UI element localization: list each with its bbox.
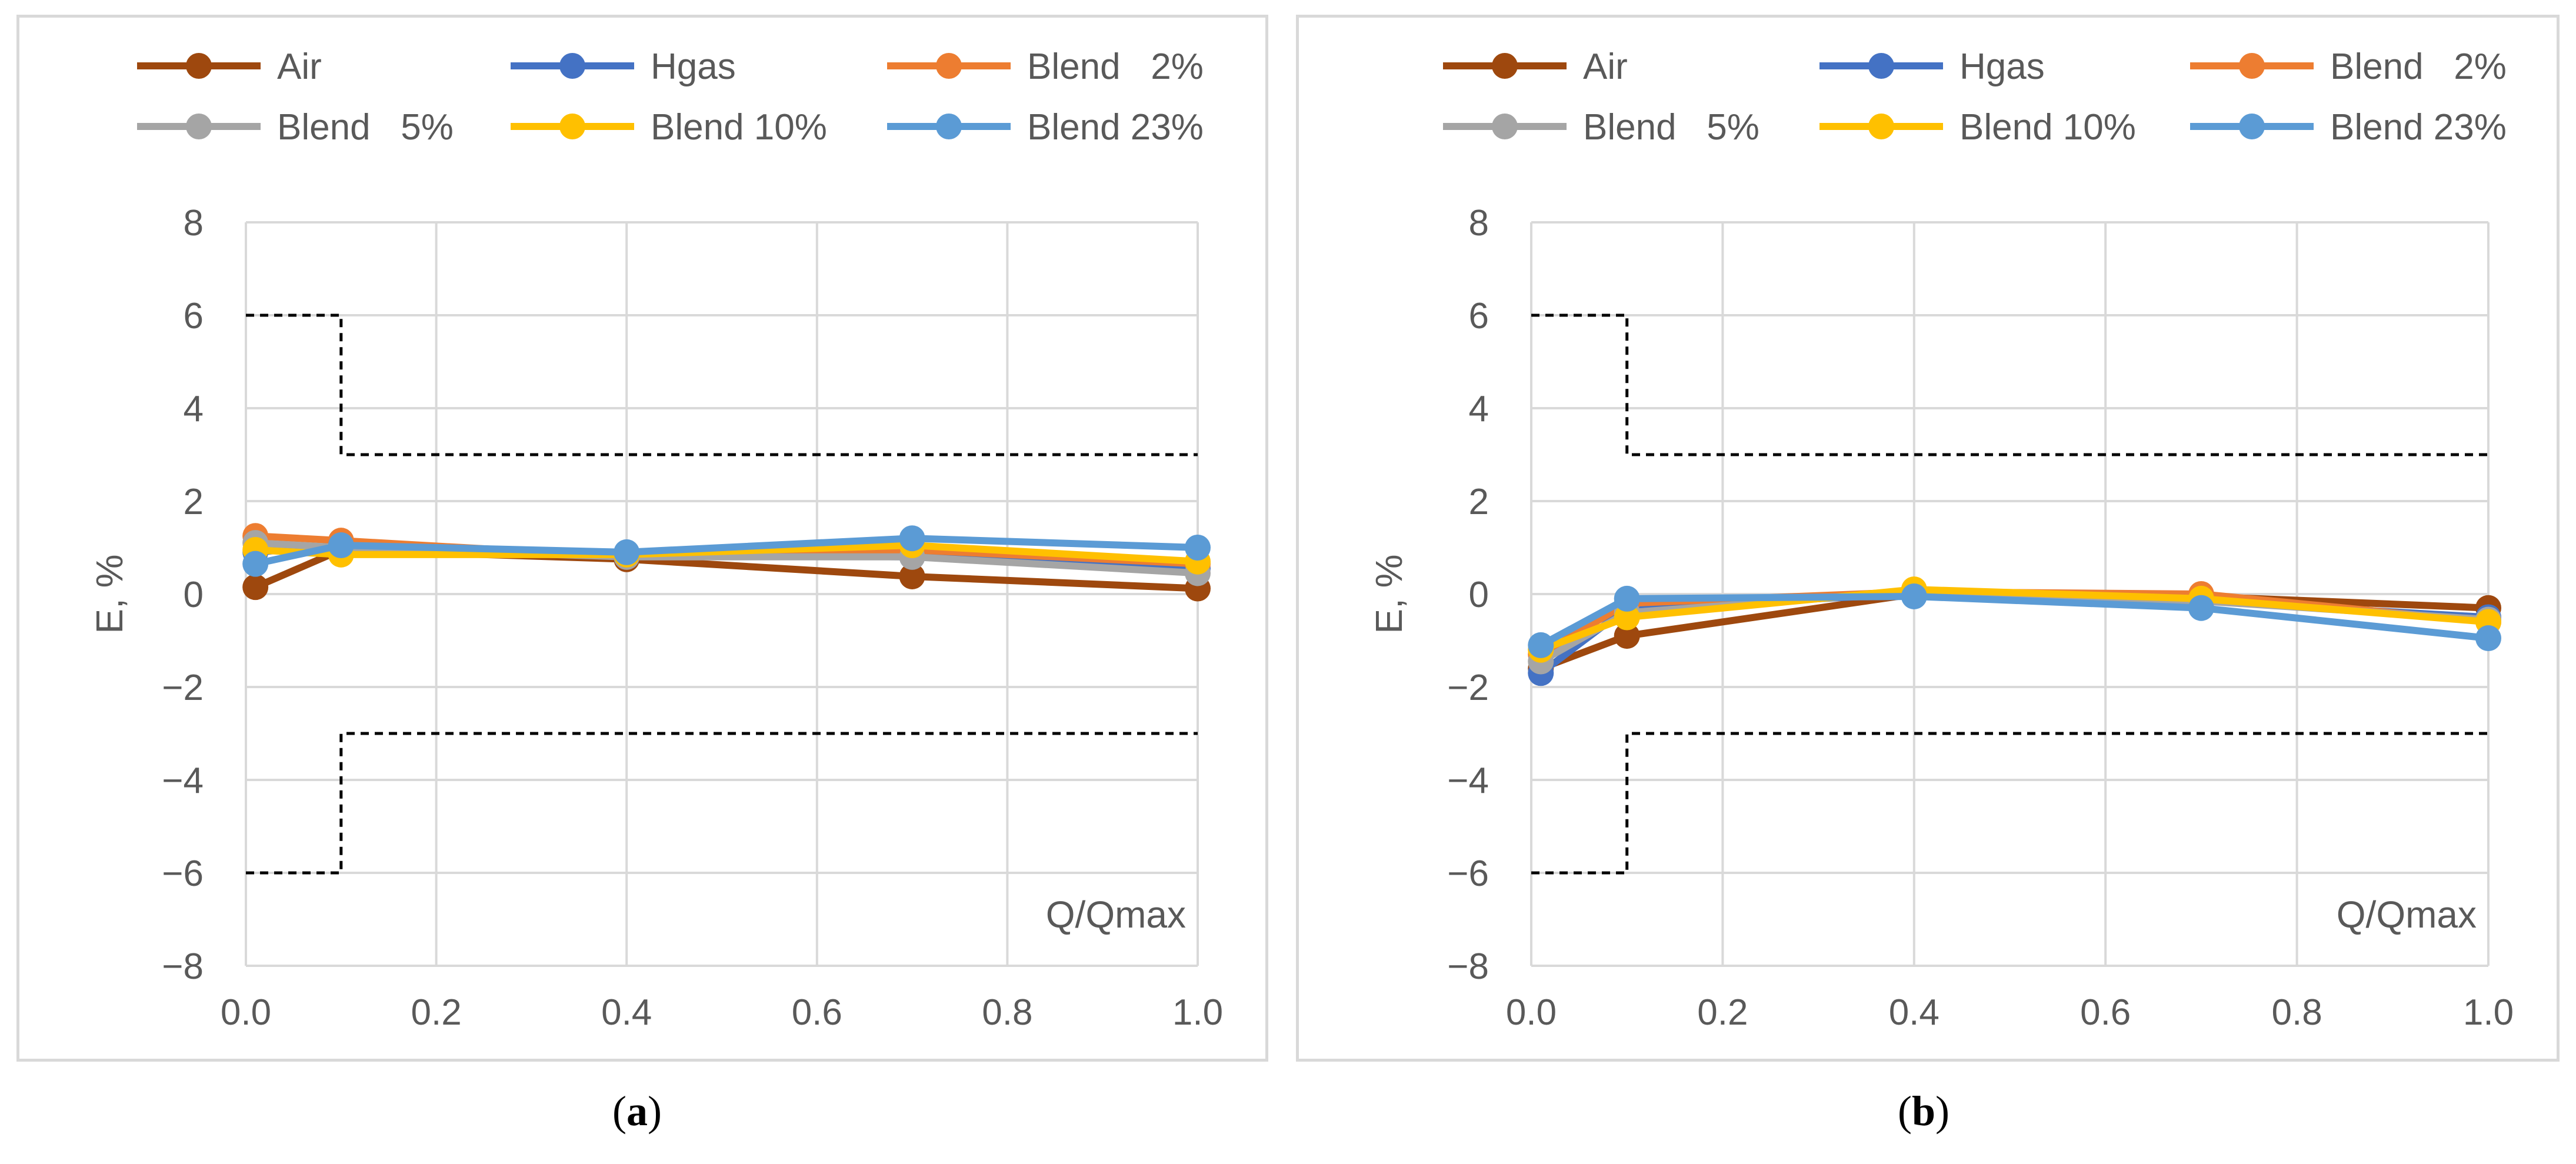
chart-b-xtick-label: 0.8 <box>2271 992 2322 1033</box>
chart-a-ytick-label: 2 <box>184 482 204 522</box>
chart-a-ytick-label: −2 <box>162 668 204 708</box>
chart-a-data-point <box>899 525 925 552</box>
chart-b-legend-label: Blend 10% <box>1960 107 2136 148</box>
chart-a-xtick-label: 1.0 <box>1172 992 1223 1033</box>
chart-b-xtick-label: 0.6 <box>2080 992 2131 1033</box>
chart-b-xtick-label: 0.0 <box>1506 992 1557 1033</box>
chart-a-legend-item: Air <box>137 46 322 87</box>
chart-a-legend-marker <box>186 114 212 139</box>
chart-b-data-point <box>1901 583 1927 609</box>
chart-b-legend-marker <box>1492 53 1518 79</box>
chart-b-legend-marker <box>2239 114 2265 139</box>
chart-b-legend-label: Blend 2% <box>2330 46 2507 87</box>
chart-b-legend-item: Hgas <box>1819 46 2045 87</box>
chart-b-ytick-label: 8 <box>1469 203 1489 244</box>
chart-a-legend-label: Blend 10% <box>651 107 827 148</box>
chart-b-ytick-label: 2 <box>1469 482 1489 522</box>
chart-a-data-point <box>1185 535 1211 561</box>
chart-a-legend-marker <box>186 53 212 79</box>
chart-b-ytick-label: −8 <box>1447 946 1489 987</box>
chart-a-series-5 <box>242 525 1211 577</box>
chart-b-legend-label: Blend 23% <box>2330 107 2507 148</box>
chart-a-legend-marker <box>936 53 962 79</box>
chart-a-legend-item: Hgas <box>511 46 736 87</box>
chart-panel-a: 0.0 0.2 0.4 0.6 0.8 1.0 8 6 4 2 0 −2 −4 −6 −8 E, % Q/Qma… <box>16 15 1268 1062</box>
chart-a-xtick-label: 0.0 <box>221 992 271 1033</box>
chart-a-ytick-label: 8 <box>184 203 204 244</box>
chart-b-data-point <box>2475 625 2501 652</box>
chart-b-ytick-label: 6 <box>1469 296 1489 336</box>
chart-b-data-point <box>1614 604 1640 631</box>
chart-a-ytick-label: 0 <box>184 575 204 615</box>
chart-a-legend-marker <box>559 53 585 79</box>
chart-a-legend-item: Blend 23% <box>887 107 1204 148</box>
chart-b-series-5 <box>1528 583 2501 658</box>
chart-a-legend-marker <box>559 114 585 139</box>
chart-b-legend-item: Blend 23% <box>2190 107 2507 148</box>
chart-a-ytick-label: −6 <box>162 853 204 894</box>
chart-b-legend-marker <box>1868 53 1894 79</box>
chart-a-xtick-label: 0.2 <box>411 992 461 1033</box>
chart-a-ytick-label: −8 <box>162 946 204 987</box>
chart-b-legend-marker <box>1868 114 1894 139</box>
chart-b-legend-label: Hgas <box>1960 46 2045 87</box>
chart-b-data-point <box>1614 623 1640 649</box>
chart-a-xlabel: Q/Qmax <box>1046 893 1186 936</box>
chart-b-legend-label: Blend 5% <box>1583 107 1759 148</box>
chart-a-legend-label: Hgas <box>651 46 736 87</box>
chart-b-legend-item: Blend 5% <box>1443 107 1759 148</box>
chart-b-data-point <box>2188 595 2214 621</box>
chart-a-limit-upper <box>246 313 1198 456</box>
chart-b-ytick-label: 0 <box>1469 575 1489 615</box>
chart-a-ytick-label: −4 <box>162 761 204 801</box>
caption-a: (a) <box>612 1088 662 1135</box>
chart-a-xtick-label: 0.8 <box>982 992 1032 1033</box>
chart-a-xtick-label: 0.6 <box>792 992 842 1033</box>
chart-a-gridlines <box>245 221 1199 967</box>
chart-b-ylabel: E, % <box>1368 554 1410 633</box>
chart-a-data-point <box>899 563 925 589</box>
chart-a-ylabel: E, % <box>88 554 131 633</box>
chart-b-xtick-label: 1.0 <box>2463 992 2514 1033</box>
chart-b-series-4 <box>1528 576 2501 663</box>
chart-b-limit-lower <box>1531 732 2488 875</box>
chart-b-legend-item: Air <box>1443 46 1628 87</box>
chart-a-legend-label: Blend 2% <box>1027 46 1204 87</box>
chart-a-data-point <box>614 539 640 565</box>
chart-b-ytick-label: −6 <box>1447 853 1489 894</box>
caption-b: (b) <box>1897 1088 1950 1135</box>
chart-b-svg: 0.0 0.2 0.4 0.6 0.8 1.0 8 6 4 2 0 −2 −4 −6 −8 E, % Q/Qma… <box>1368 46 2514 1033</box>
chart-a-legend-item: Blend 5% <box>137 107 454 148</box>
chart-a-ytick-label: 4 <box>184 389 204 429</box>
chart-b-legend-item: Blend 2% <box>2190 46 2507 87</box>
chart-a-legend-item: Blend 10% <box>511 107 827 148</box>
chart-a-legend-marker <box>936 114 962 139</box>
chart-a-legend-item: Blend 2% <box>887 46 1204 87</box>
chart-a-data-point <box>242 551 269 577</box>
chart-b-ytick-label: −4 <box>1447 761 1489 801</box>
chart-b-xtick-label: 0.2 <box>1697 992 1748 1033</box>
chart-a-legend-label: Air <box>277 46 322 87</box>
chart-a-svg: 0.0 0.2 0.4 0.6 0.8 1.0 8 6 4 2 0 −2 −4 −6 −8 E, % Q/Qma… <box>88 46 1223 1033</box>
chart-b-legend-label: Air <box>1583 46 1628 87</box>
chart-b-legend-marker <box>2239 53 2265 79</box>
chart-b-ytick-label: 4 <box>1469 389 1489 429</box>
chart-panel-b: 0.0 0.2 0.4 0.6 0.8 1.0 8 6 4 2 0 −2 −4 −6 −8 E, % Q/Qma… <box>1296 15 2560 1062</box>
chart-b-data-point <box>1528 632 1554 658</box>
chart-a-limit-lower <box>246 732 1198 875</box>
chart-b-legend-item: Blend 10% <box>1819 107 2136 148</box>
chart-a-xtick-label: 0.4 <box>601 992 652 1033</box>
chart-b-limit-upper <box>1531 313 2488 456</box>
chart-a-legend-label: Blend 23% <box>1027 107 1204 148</box>
chart-a-ytick-label: 6 <box>184 296 204 336</box>
chart-b-xlabel: Q/Qmax <box>2337 893 2477 936</box>
chart-b-ytick-label: −2 <box>1447 668 1489 708</box>
chart-b-xtick-label: 0.4 <box>1889 992 1940 1033</box>
chart-b-data-point <box>1614 585 1640 612</box>
chart-a-data-point <box>242 574 269 601</box>
chart-a-data-point <box>328 532 354 559</box>
chart-a-legend-label: Blend 5% <box>277 107 454 148</box>
chart-b-legend-marker <box>1492 114 1518 139</box>
